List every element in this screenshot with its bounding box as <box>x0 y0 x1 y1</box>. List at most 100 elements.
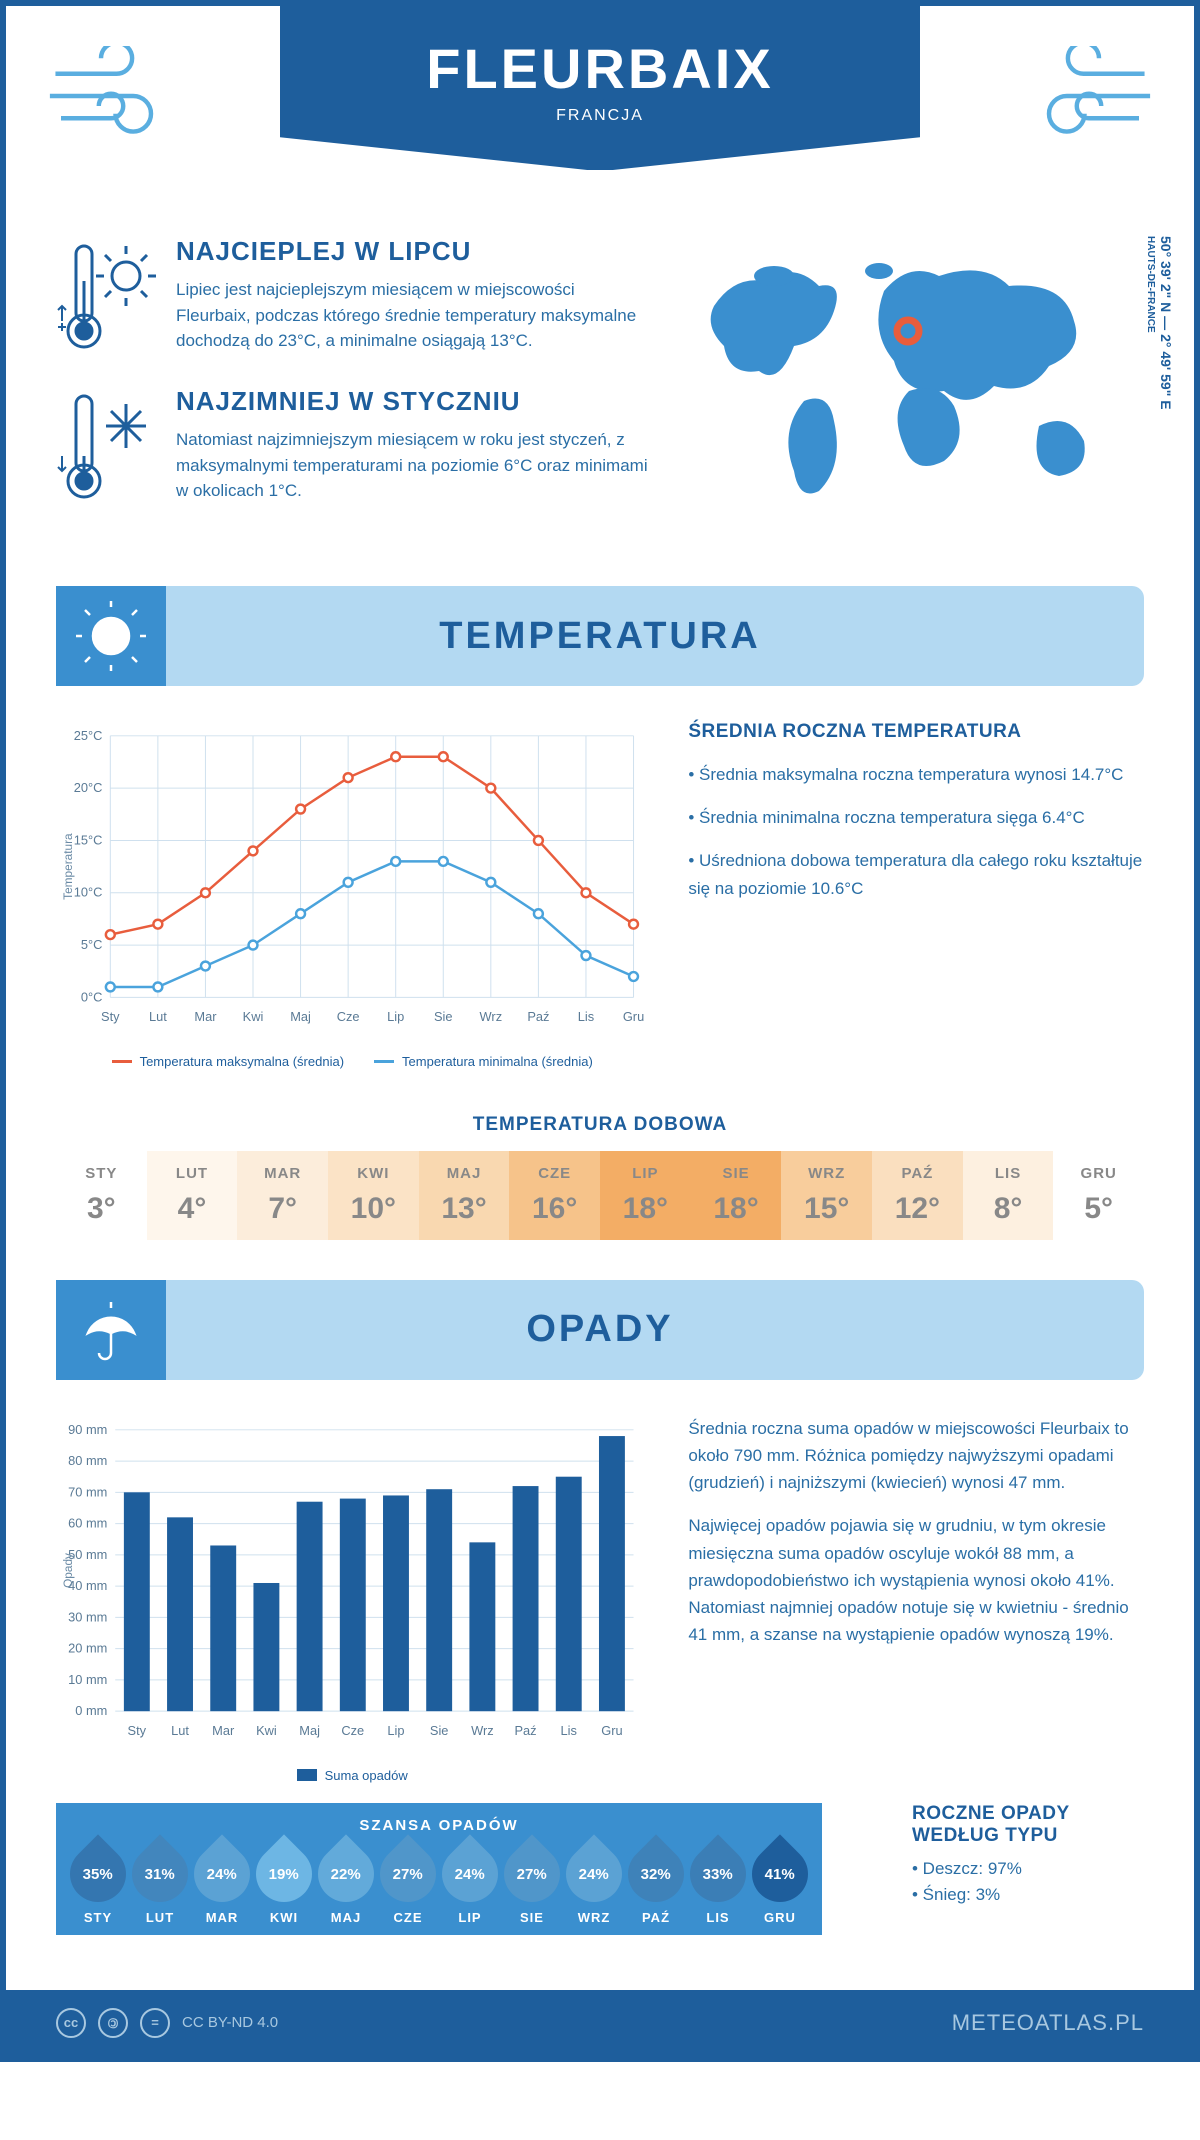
svg-text:Paź: Paź <box>514 1723 536 1738</box>
rain-drops-row: 35%STY31%LUT24%MAR19%KWI22%MAJ27%CZE24%L… <box>70 1846 808 1925</box>
title-ribbon: FLEURBAIX FRANCJA <box>280 6 920 170</box>
drop-value: 27% <box>393 1865 423 1882</box>
license-text: CC BY-ND 4.0 <box>182 2014 278 2031</box>
drop-month: LIS <box>690 1910 746 1925</box>
wind-decoration-left <box>41 46 181 146</box>
daily-value: 10° <box>328 1192 419 1226</box>
daily-cell: PAŹ12° <box>872 1151 963 1240</box>
svg-text:5°C: 5°C <box>81 937 103 952</box>
drop-month: WRZ <box>566 1910 622 1925</box>
legend-min-label: Temperatura minimalna (średnia) <box>402 1054 593 1069</box>
world-map: 50° 39' 2" N — 2° 49' 59" E HAUTS-DE-FRA… <box>684 236 1144 536</box>
svg-text:Sty: Sty <box>128 1723 147 1738</box>
rain-drop-cell: 32%PAŹ <box>628 1846 684 1925</box>
svg-text:Gru: Gru <box>601 1723 622 1738</box>
svg-text:10°C: 10°C <box>74 885 103 900</box>
svg-text:Opady: Opady <box>61 1553 75 1588</box>
daily-value: 5° <box>1053 1192 1144 1226</box>
precip-desc-1: Średnia roczna suma opadów w miejscowośc… <box>688 1415 1144 1497</box>
daily-value: 12° <box>872 1192 963 1226</box>
drop-value: 27% <box>517 1865 547 1882</box>
city-name: FLEURBAIX <box>280 36 920 101</box>
thermometer-sun-icon <box>56 236 156 356</box>
avg-temp-title: ŚREDNIA ROCZNA TEMPERATURA <box>688 721 1144 743</box>
daily-month: WRZ <box>781 1165 872 1182</box>
rain-chance-title: SZANSA OPADÓW <box>70 1817 808 1834</box>
drop-month: SIE <box>504 1910 560 1925</box>
precip-type-snow: • Śnieg: 3% <box>912 1885 1094 1905</box>
daily-month: KWI <box>328 1165 419 1182</box>
rain-drop-cell: 19%KWI <box>256 1846 312 1925</box>
temperature-line-chart: 0°C5°C10°C15°C20°C25°CStyLutMarKwiMajCze… <box>56 721 648 1037</box>
daily-cell: WRZ15° <box>781 1151 872 1240</box>
drop-month: GRU <box>752 1910 808 1925</box>
svg-text:Gru: Gru <box>623 1009 644 1024</box>
region-label: HAUTS-DE-FRANCE <box>1145 236 1156 333</box>
drop-month: PAŹ <box>628 1910 684 1925</box>
thermometer-snow-icon <box>56 386 156 506</box>
precip-legend: Suma opadów <box>56 1768 648 1783</box>
daily-month: LIS <box>963 1165 1054 1182</box>
warmest-title: NAJCIEPLEJ W LIPCU <box>176 236 654 267</box>
drop-value: 22% <box>331 1865 361 1882</box>
rain-drop-cell: 35%STY <box>70 1846 126 1925</box>
drop-value: 41% <box>765 1865 795 1882</box>
svg-text:25°C: 25°C <box>74 728 103 743</box>
svg-text:Maj: Maj <box>290 1009 311 1024</box>
rain-drop-cell: 24%WRZ <box>566 1846 622 1925</box>
daily-cell: STY 3° <box>56 1151 147 1240</box>
rain-drop-cell: 24%LIP <box>442 1846 498 1925</box>
daily-cell: CZE16° <box>509 1151 600 1240</box>
svg-text:Cze: Cze <box>337 1009 360 1024</box>
daily-temp-title: TEMPERATURA DOBOWA <box>6 1114 1194 1136</box>
drop-value: 24% <box>455 1865 485 1882</box>
svg-text:0 mm: 0 mm <box>75 1703 107 1718</box>
precip-type-title: ROCZNE OPADY WEDŁUG TYPU <box>912 1803 1094 1847</box>
svg-text:90 mm: 90 mm <box>68 1422 107 1437</box>
nd-icon: = <box>140 2008 170 2038</box>
daily-value: 7° <box>237 1192 328 1226</box>
temp-legend: Temperatura maksymalna (średnia) Tempera… <box>56 1054 648 1069</box>
daily-month: GRU <box>1053 1165 1144 1182</box>
coldest-block: NAJZIMNIEJ W STYCZNIU Natomiast najzimni… <box>56 386 654 506</box>
daily-month: LUT <box>147 1165 238 1182</box>
sun-icon <box>76 601 146 671</box>
daily-value: 4° <box>147 1192 238 1226</box>
rain-drop-cell: 31%LUT <box>132 1846 188 1925</box>
svg-text:15°C: 15°C <box>74 832 103 847</box>
daily-month: LIP <box>600 1165 691 1182</box>
svg-text:Kwi: Kwi <box>256 1723 277 1738</box>
daily-month: STY <box>56 1165 147 1182</box>
rain-drop-cell: 33%LIS <box>690 1846 746 1925</box>
daily-value: 18° <box>691 1192 782 1226</box>
warmest-block: NAJCIEPLEJ W LIPCU Lipiec jest najcieple… <box>56 236 654 356</box>
daily-value: 18° <box>600 1192 691 1226</box>
daily-cell: MAJ13° <box>419 1151 510 1240</box>
drop-value: 24% <box>207 1865 237 1882</box>
drop-month: MAJ <box>318 1910 374 1925</box>
daily-value: 13° <box>419 1192 510 1226</box>
cc-icon: cc <box>56 2008 86 2038</box>
daily-temp-grid: STY3°LUT4°MAR7°KWI10°MAJ13°CZE16°LIP18°S… <box>56 1151 1144 1240</box>
daily-month: SIE <box>691 1165 782 1182</box>
footer-brand: METEOATLAS.PL <box>952 2010 1144 2036</box>
svg-text:0°C: 0°C <box>81 989 103 1004</box>
daily-value: 3° <box>56 1192 147 1226</box>
svg-text:Wrz: Wrz <box>480 1009 503 1024</box>
daily-cell: SIE 18° <box>691 1151 782 1240</box>
svg-text:Kwi: Kwi <box>243 1009 264 1024</box>
svg-text:20 mm: 20 mm <box>68 1640 107 1655</box>
rain-drop-cell: 24%MAR <box>194 1846 250 1925</box>
precip-desc-2: Najwięcej opadów pojawia się w grudniu, … <box>688 1512 1144 1648</box>
svg-text:Lis: Lis <box>561 1723 577 1738</box>
temp-bullet: • Uśredniona dobowa temperatura dla całe… <box>688 847 1144 901</box>
country-name: FRANCJA <box>280 107 920 125</box>
warmest-text: Lipiec jest najcieplejszym miesiącem w m… <box>176 277 654 354</box>
daily-month: CZE <box>509 1165 600 1182</box>
rain-drop-cell: 41% GRU <box>752 1846 808 1925</box>
footer: cc 🄯 = CC BY-ND 4.0 METEOATLAS.PL <box>6 1990 1194 2056</box>
svg-text:Lut: Lut <box>171 1723 189 1738</box>
wind-decoration-right <box>1019 46 1159 146</box>
svg-text:Wrz: Wrz <box>471 1723 494 1738</box>
rain-drop-cell: 27% SIE <box>504 1846 560 1925</box>
